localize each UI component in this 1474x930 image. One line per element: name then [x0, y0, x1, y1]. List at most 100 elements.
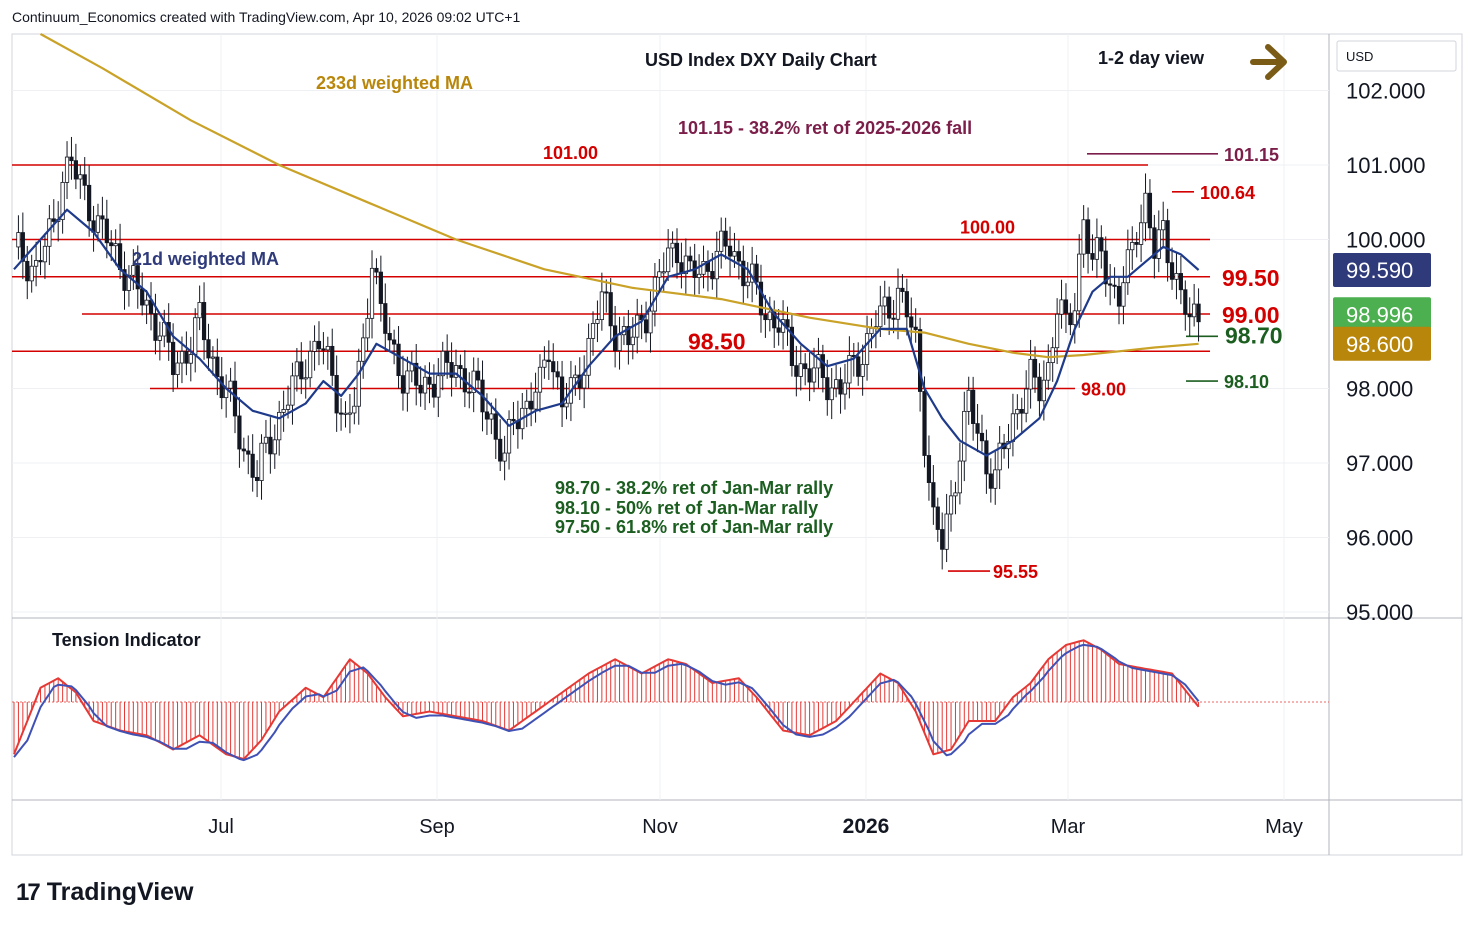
candle-body [135, 265, 140, 290]
candle-body [962, 410, 967, 462]
candle-body [767, 311, 772, 321]
candle-body [741, 260, 746, 287]
chart-frame [11, 33, 1463, 856]
candle-body [710, 271, 715, 280]
candle-body [316, 340, 322, 350]
y-tick-label: 100.000 [1346, 228, 1426, 253]
level-label-99.50: 99.50 [1222, 265, 1280, 291]
candle-body [64, 156, 70, 183]
candle-body [666, 247, 671, 273]
grid [12, 34, 1329, 800]
candle-body [290, 375, 295, 406]
candle-body [984, 440, 989, 475]
candle-body [405, 370, 410, 394]
candle-body [697, 273, 702, 278]
candle-body [944, 513, 949, 550]
candle-body [1019, 409, 1024, 414]
candle-body [971, 389, 976, 424]
candle-body [321, 348, 326, 351]
candle-body [100, 215, 105, 220]
fib-61-label: 97.50 - 61.8% ret of Jan-Mar rally [555, 517, 833, 537]
tension-indicator [12, 639, 1329, 762]
candle-body [458, 365, 463, 370]
candle-body [498, 438, 503, 462]
candle-body [966, 389, 971, 412]
candle-body [171, 341, 176, 375]
price-badges: 99.590 98.996 98.600 [1333, 253, 1431, 361]
y-tick-label: 97.000 [1346, 451, 1413, 476]
candle-body [109, 242, 114, 247]
candle-body [626, 326, 631, 346]
candle-body [842, 382, 848, 395]
candle-body [754, 263, 759, 283]
candle-body [299, 361, 304, 380]
candle-body [1139, 222, 1144, 245]
candle-body [60, 181, 65, 220]
candle-body [436, 375, 441, 398]
candle-body [529, 400, 534, 410]
candle-body [1041, 379, 1046, 402]
candle-body [595, 319, 600, 324]
candle-body [82, 174, 87, 186]
candle-body [144, 299, 149, 306]
candle-body [1187, 313, 1192, 318]
candle-body [20, 232, 25, 262]
candle-body [1169, 262, 1175, 280]
candle-body [471, 370, 476, 393]
candle-body [1130, 242, 1135, 251]
candle-body [175, 362, 180, 375]
candle-body [834, 379, 839, 389]
tension-indicator-label: Tension Indicator [52, 630, 201, 650]
ma21-line [13, 208, 1200, 457]
y-tick-label: 95.000 [1346, 600, 1413, 625]
candle-body [1178, 273, 1183, 291]
price-axis: 102.000 101.000 100.000 98.000 97.000 96.000 9… [1346, 79, 1426, 626]
candle-body [745, 281, 750, 287]
candle-body [157, 335, 162, 341]
candle-body [657, 271, 662, 278]
candle-body [414, 362, 419, 386]
candle-body [374, 267, 379, 273]
level-label-101.00: 101.00 [543, 143, 598, 163]
candle-body [1090, 253, 1095, 260]
candle-body [272, 439, 277, 455]
x-tick-label: Nov [642, 816, 678, 838]
candle-body [1059, 299, 1064, 315]
candle-body [1143, 192, 1148, 224]
candle-body [330, 345, 335, 376]
candles [16, 136, 1201, 570]
candle-body [789, 326, 795, 367]
candle-body [847, 355, 852, 384]
x-tick-label: Sep [419, 816, 455, 838]
candle-body [918, 329, 923, 392]
candle-body [1125, 249, 1130, 284]
candle-body [948, 495, 954, 515]
candle-body [546, 359, 551, 362]
candle-body [856, 356, 861, 377]
candle-body [608, 292, 613, 327]
tradingview-brand[interactable]: 17 TradingView [16, 878, 194, 907]
price-badge [1333, 253, 1431, 288]
candle-body [338, 412, 344, 415]
candle-body [785, 319, 790, 328]
candle-body [926, 455, 932, 483]
candle-body [803, 363, 808, 370]
candle-body [891, 317, 896, 320]
candle-body [259, 442, 264, 481]
level-label-98.50: 98.50 [688, 328, 746, 354]
candle-body [931, 482, 936, 508]
currency-box[interactable] [1336, 40, 1457, 72]
candle-body [396, 343, 401, 377]
candle-body [237, 415, 242, 450]
candle-body [1103, 250, 1108, 285]
candle-body [975, 423, 980, 434]
candle-body [29, 265, 34, 282]
candle-body [887, 296, 892, 319]
candle-body [400, 375, 406, 394]
candle-body [352, 405, 357, 414]
candle-body [126, 274, 132, 291]
candle-body [1010, 413, 1016, 442]
candle-body [838, 379, 843, 395]
candle-body [117, 243, 123, 270]
